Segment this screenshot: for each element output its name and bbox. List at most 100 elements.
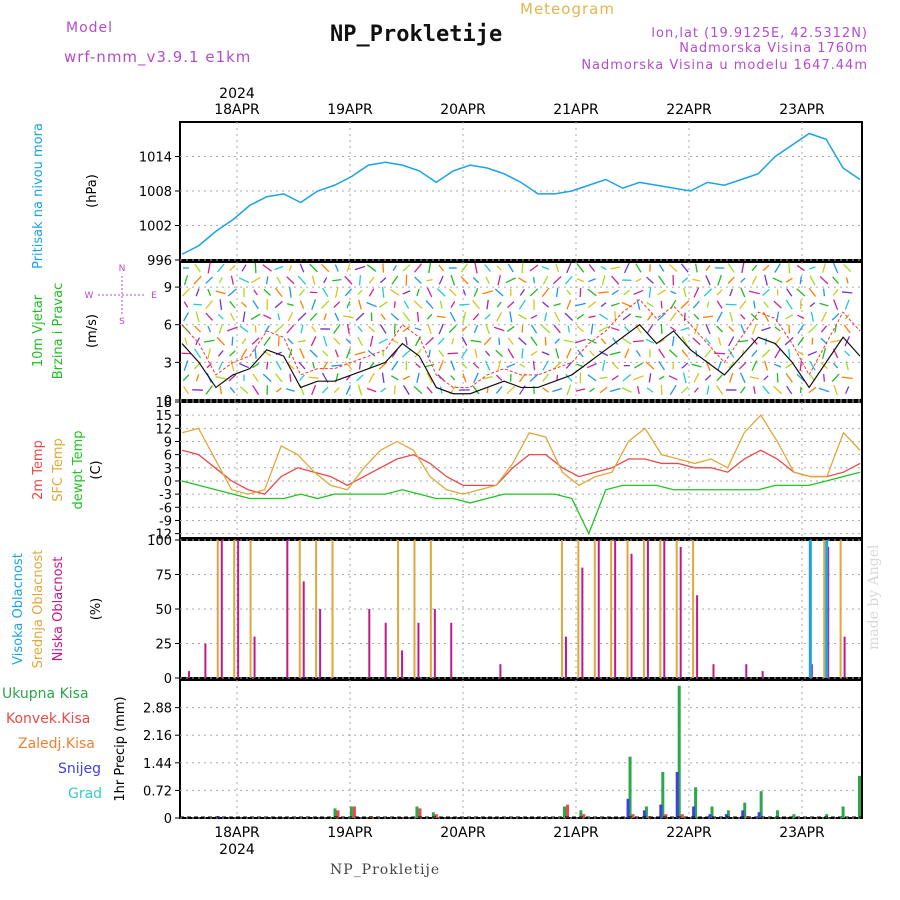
wind-arrow-20 <box>414 263 422 273</box>
wind-arrow-487 <box>450 360 456 371</box>
wind-arrow-241 <box>287 312 294 322</box>
wind-arrow-631 <box>773 385 783 395</box>
wind-arrow-297 <box>264 325 270 333</box>
wind-arrow-139 <box>449 288 457 297</box>
wind-arrow-429 <box>447 352 459 355</box>
wind-arrow-461 <box>821 347 827 359</box>
ytick-label-temperature-0: -12 <box>151 528 172 543</box>
wind-arrow-142 <box>482 290 494 295</box>
wind-arrow-586 <box>252 385 260 395</box>
wind-arrow-76 <box>391 275 399 285</box>
wind-arrow-545 <box>450 375 456 381</box>
xtick-top-year: 2024 <box>219 86 255 102</box>
wind-arrow-194 <box>413 300 423 309</box>
wind-arrow-95 <box>611 275 620 285</box>
xtick-top-2: 20APR <box>440 102 486 118</box>
wind-arrow-287 <box>820 311 828 322</box>
precip-bar-0-35 <box>759 791 763 818</box>
wind-arrow-170 <box>808 287 817 297</box>
wind-arrow-441 <box>589 350 595 357</box>
wind-arrow-371 <box>451 337 455 345</box>
precip-bar-0-36 <box>776 810 780 818</box>
wind-arrow-294 <box>227 326 238 332</box>
cloud-bar-1-27 <box>630 553 633 678</box>
wind-arrow-469 <box>238 362 250 369</box>
ytick-label-temperature-6: 6 <box>164 449 172 464</box>
ytick-label-clouds-3: 75 <box>155 569 172 584</box>
cloud-bar-1-29 <box>663 540 666 678</box>
wind-arrow-478 <box>344 361 353 370</box>
wind-arrow-485 <box>424 363 435 368</box>
wind-arrow-507 <box>681 362 689 369</box>
cloud-bar-1-23 <box>564 636 567 678</box>
precip-bar-0-29 <box>661 772 665 818</box>
wind-arrow-240 <box>277 313 281 321</box>
wind-arrow-428 <box>438 349 445 357</box>
wind-arrow-229 <box>819 302 829 307</box>
precip-bar-0-30 <box>677 685 681 818</box>
wind-arrow-359 <box>310 336 317 347</box>
wind-arrow-314 <box>461 326 468 332</box>
cloud-bar-0-25 <box>593 540 596 678</box>
wind-arrow-560 <box>622 374 632 382</box>
cloud-bar-1-3 <box>237 540 240 678</box>
wind-arrow-308 <box>393 323 396 335</box>
wind-arrow-275 <box>683 312 686 321</box>
panel-frame-clouds <box>179 539 863 679</box>
wind-arrow-333 <box>680 326 690 332</box>
wind-arrow-501 <box>611 361 619 370</box>
wind-arrow-45 <box>705 265 711 271</box>
wind-arrow-284 <box>785 314 794 320</box>
wind-arrow-62 <box>230 275 234 285</box>
wind-arrow-80 <box>438 275 444 285</box>
wind-arrow-173 <box>841 291 853 294</box>
wind-arrow-434 <box>507 348 515 359</box>
cloud-bar-0-39 <box>823 540 826 678</box>
wind-arrow-12 <box>321 263 330 273</box>
wind-arrow-273 <box>657 312 667 321</box>
precip-axis-title: 1hr Precip (mm) <box>113 696 128 801</box>
wind-arrow-531 <box>289 373 292 382</box>
wind-arrow-19 <box>402 264 411 272</box>
wind-arrow-137 <box>426 287 433 298</box>
precip-bar-2-29 <box>664 814 668 818</box>
wind-arrow-99 <box>657 275 666 286</box>
cloud-bar-2-38 <box>808 540 812 678</box>
wind-arrow-396 <box>737 339 749 343</box>
wind-arrow-152 <box>598 291 609 294</box>
wind-arrow-253 <box>426 313 433 320</box>
wind-arrow-324 <box>576 325 584 333</box>
wind-arrow-349 <box>195 337 201 346</box>
wind-arrow-133 <box>381 286 385 298</box>
wind-arrow-536 <box>345 375 351 381</box>
cloud-bar-0-23 <box>560 540 563 678</box>
wind-arrow-165 <box>748 290 760 295</box>
cloud-bar-1-19 <box>499 664 502 678</box>
wind-arrow-143 <box>494 288 504 297</box>
wind-arrow-620 <box>646 387 654 393</box>
wind-arrow-417 <box>309 349 318 358</box>
cloud-bar-0-2 <box>216 540 219 678</box>
wind-arrow-175 <box>193 303 202 306</box>
ytick-label-precip-0: 0 <box>164 812 172 827</box>
wind-arrow-532 <box>299 374 305 382</box>
precip-bar-0-40 <box>841 806 845 818</box>
wind-arrow-195 <box>425 300 434 310</box>
wind-arrow-272 <box>646 312 654 321</box>
wind-arrow-477 <box>331 364 343 367</box>
wind-arrow-564 <box>668 375 678 381</box>
wind-arrow-125 <box>289 287 292 298</box>
wind-arrow-348 <box>184 337 188 345</box>
wind-arrow-383 <box>587 338 597 344</box>
wind-arrow-468 <box>230 360 235 372</box>
wind-arrow-323 <box>567 325 571 333</box>
wind-arrow-458 <box>788 348 791 358</box>
precip-bar-1-28 <box>642 810 646 818</box>
wind-arrow-548 <box>482 376 493 380</box>
wind-arrow-582 <box>205 385 213 395</box>
wind-arrow-340 <box>761 326 771 332</box>
wind-arrow-325 <box>590 323 594 335</box>
wind-arrow-159 <box>683 287 687 297</box>
wind-unit: (m/s) <box>85 314 100 348</box>
wind-arrow-460 <box>807 350 818 356</box>
